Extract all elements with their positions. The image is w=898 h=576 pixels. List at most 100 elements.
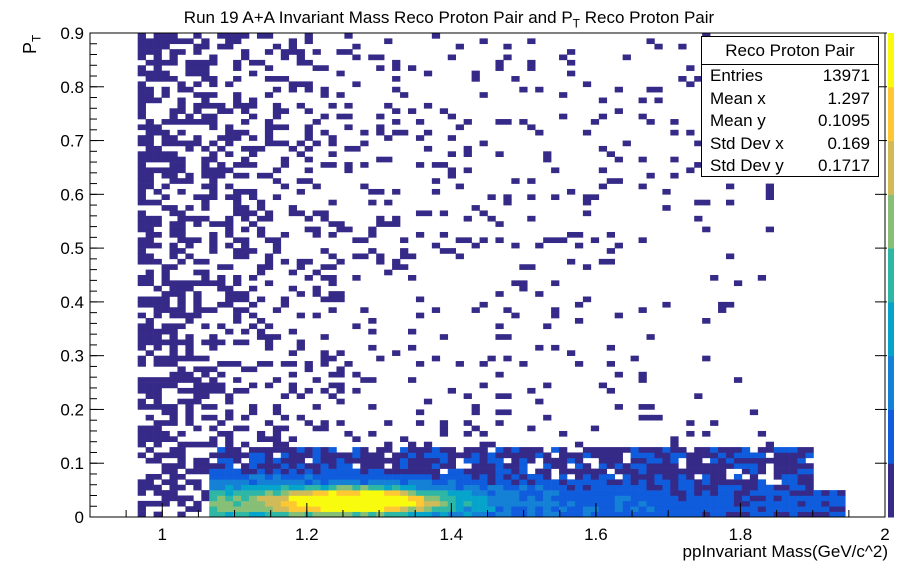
- heatmap-cell: [296, 102, 305, 109]
- heatmap-cell: [344, 511, 353, 518]
- heatmap-cell: [201, 59, 210, 66]
- heatmap-cell: [670, 447, 679, 453]
- heatmap-cell: [694, 162, 703, 168]
- heatmap-cell: [559, 500, 568, 507]
- heatmap-cell: [256, 463, 266, 469]
- heatmap-cell: [400, 484, 409, 491]
- stats-row-mean-x: Mean x 1.297: [710, 88, 870, 108]
- heatmap-cell: [368, 490, 377, 496]
- heatmap-cell: [264, 129, 274, 136]
- heatmap-cell: [177, 258, 186, 265]
- heatmap-cell: [169, 490, 178, 496]
- heatmap-cell: [423, 473, 433, 480]
- heatmap-cell: [829, 490, 838, 496]
- heatmap-cell: [503, 463, 512, 469]
- heatmap-cell: [447, 463, 456, 469]
- heatmap-cell: [519, 500, 528, 507]
- heatmap-cell: [201, 156, 210, 163]
- heatmap-cell: [177, 226, 186, 233]
- x-tick-label: 1.2: [295, 525, 319, 544]
- heatmap-cell: [233, 205, 242, 211]
- heatmap-cell: [710, 511, 719, 518]
- heatmap-cell: [368, 377, 377, 383]
- heatmap-cell: [694, 506, 703, 512]
- heatmap-cell: [256, 511, 266, 518]
- heatmap-cell: [360, 457, 369, 464]
- heatmap-cell: [582, 210, 592, 217]
- heatmap-cell: [702, 33, 711, 39]
- y-axis: 00.10.20.30.40.50.60.70.80.9: [60, 24, 887, 527]
- heatmap-cell: [233, 291, 242, 297]
- heatmap-cell: [710, 463, 719, 469]
- heatmap-cell: [233, 495, 242, 502]
- heatmap-cell: [352, 275, 361, 281]
- heatmap-cell: [320, 248, 329, 254]
- heatmap-cell: [177, 500, 186, 507]
- heatmap-cell: [543, 463, 552, 469]
- heatmap-cell: [137, 452, 146, 459]
- heatmap-cell: [177, 339, 186, 346]
- heatmap-cell: [415, 135, 425, 141]
- heatmap-cell: [145, 500, 154, 507]
- heatmap-cell: [718, 307, 727, 313]
- heatmap-cell: [614, 312, 623, 319]
- heatmap-cell: [503, 355, 512, 362]
- heatmap-cell: [145, 215, 154, 222]
- heatmap-cell: [137, 344, 146, 351]
- heatmap-cell: [288, 328, 297, 335]
- heatmap-cell: [543, 468, 552, 475]
- heatmap-cell: [241, 500, 250, 507]
- heatmap-cell: [479, 301, 488, 308]
- heatmap-cell: [503, 43, 512, 50]
- palette-swatch: [888, 86, 894, 142]
- heatmap-cell: [352, 452, 361, 459]
- heatmap-cell: [392, 495, 401, 502]
- heatmap-cell: [241, 441, 250, 448]
- heatmap-cell: [153, 328, 162, 335]
- heatmap-cell: [201, 441, 210, 448]
- heatmap-cell: [749, 511, 759, 518]
- heatmap-cell: [209, 490, 218, 496]
- heatmap-cell: [169, 59, 178, 66]
- heatmap-cell: [471, 495, 480, 502]
- heatmap-cell: [614, 495, 623, 502]
- heatmap-cell: [670, 500, 679, 507]
- heatmap-cell: [225, 183, 234, 190]
- heatmap-cell: [726, 490, 735, 496]
- heatmap-cell: [535, 129, 544, 136]
- heatmap-cell: [336, 457, 345, 464]
- heatmap-cell: [487, 452, 496, 459]
- heatmap-cell: [169, 205, 178, 211]
- heatmap-cell: [217, 172, 226, 179]
- heatmap-cell: [185, 178, 194, 184]
- heatmap-cell: [686, 490, 695, 496]
- heatmap-cell: [392, 86, 401, 93]
- heatmap-cell: [423, 484, 433, 491]
- heatmap-cell: [718, 468, 727, 475]
- heatmap-cell: [392, 188, 401, 195]
- heatmap-cell: [209, 506, 218, 512]
- heatmap-cell: [582, 468, 592, 475]
- heatmap-cell: [733, 452, 743, 459]
- heatmap-cell: [662, 484, 671, 491]
- heatmap-cell: [352, 81, 361, 88]
- heatmap-cell: [185, 172, 194, 179]
- heatmap-cell: [694, 140, 703, 147]
- heatmap-cell: [169, 377, 178, 383]
- heatmap-cell: [415, 447, 425, 453]
- heatmap-cell: [567, 258, 576, 265]
- heatmap-cell: [447, 484, 456, 491]
- heatmap-cell: [217, 382, 226, 389]
- heatmap-cell: [678, 511, 687, 518]
- heatmap-cell: [773, 463, 782, 469]
- heatmap-cell: [177, 49, 186, 55]
- heatmap-cell: [805, 452, 814, 459]
- heatmap-cell: [145, 43, 154, 50]
- heatmap-cell: [336, 468, 345, 475]
- heatmap-cell: [137, 479, 146, 486]
- heatmap-cell: [447, 113, 456, 120]
- heatmap-cell: [336, 452, 345, 459]
- heatmap-cell: [185, 377, 194, 383]
- heatmap-cell: [678, 473, 687, 480]
- y-tick-label: 0.6: [60, 185, 84, 204]
